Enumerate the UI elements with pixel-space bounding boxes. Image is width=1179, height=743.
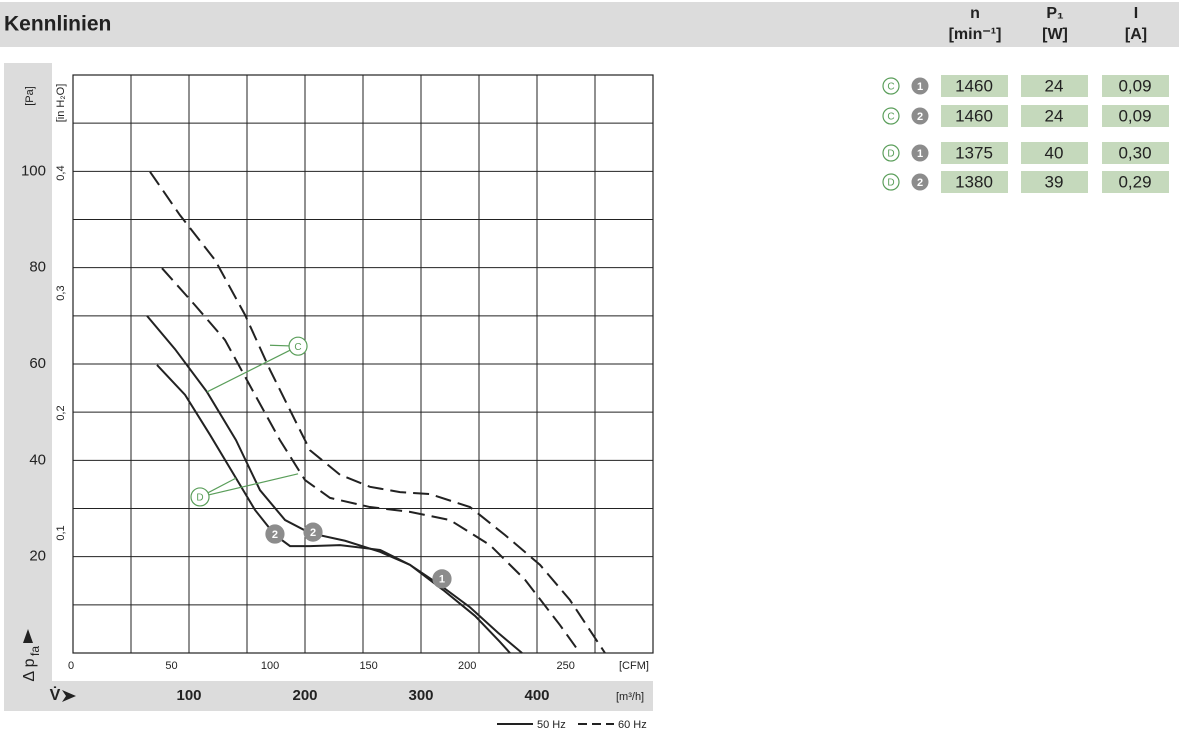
column-unit: [A] [1125,26,1147,43]
legend-label: 50 Hz [537,719,566,731]
legend-label: 60 Hz [618,719,647,731]
leader-line [206,345,299,393]
cell-value: 1460 [955,76,993,95]
y-tick-label: 20 [29,548,46,565]
value-cell [1021,142,1088,164]
column-symbol: I [1134,5,1138,22]
annotation-badge [432,569,452,589]
y2-tick-label: 0,3 [55,285,67,300]
page-title: Kennlinien [4,13,111,36]
number-badge [911,77,929,95]
value-cell [941,105,1008,127]
value-cell [1102,105,1169,127]
curve-number: 2 [917,111,923,123]
annotation-text: C [294,342,301,353]
curve [146,315,523,654]
column-unit: [min⁻¹] [949,26,1002,43]
cell-value: 0,29 [1118,172,1151,191]
x-tick-label: 300 [408,687,433,704]
x-axis-band [4,681,653,711]
cell-value: 0,30 [1118,143,1151,162]
x2-tick-label: 50 [165,660,177,672]
cell-value: 0,09 [1118,76,1151,95]
annotation-text: 2 [310,527,316,539]
curve [156,364,511,654]
value-cell [941,75,1008,97]
x2-unit: [CFM] [619,660,649,672]
y-unit: [Pa] [24,86,36,106]
x2-tick-label: 0 [68,660,74,672]
y-axis-band [4,63,52,711]
annotation-badge [265,524,285,544]
y-tick-label: 100 [21,162,46,179]
y2-tick-label: 0,4 [55,165,67,180]
curve [149,171,606,654]
value-cell [1021,105,1088,127]
value-cell [1102,142,1169,164]
value-cell [1102,75,1169,97]
annotation-text: 2 [272,529,278,541]
cell-value: 24 [1045,76,1064,95]
x2-tick-label: 150 [359,660,377,672]
value-cell [941,142,1008,164]
x-tick-label: 100 [176,687,201,704]
cell-value: 0,09 [1118,106,1151,125]
x-axis-label: V̇ [50,686,61,704]
y2-unit: [in H₂O] [55,84,67,123]
number-badge [911,173,929,191]
y-axis-label: Δ p [21,658,38,681]
plot-background [52,63,653,681]
y-tick-label: 60 [29,355,46,372]
value-cell [941,171,1008,193]
column-symbol: P₁ [1046,5,1064,22]
cell-value: 24 [1045,106,1064,125]
curve-letter: D [887,149,894,160]
number-badge [911,144,929,162]
cell-value: 39 [1045,172,1064,191]
curve [161,267,581,654]
cell-value: 40 [1045,143,1064,162]
annotation-text: 1 [439,574,445,586]
curve-letter: C [887,112,894,123]
curve-badge [882,173,900,191]
leader-line [199,473,299,498]
header-bar [0,2,1179,47]
y-axis-label-sub: fa [28,646,42,656]
cell-value: 1460 [955,106,993,125]
y2-tick-label: 0,1 [55,525,67,540]
cell-value: 1375 [955,143,993,162]
curve-letter: D [887,178,894,189]
x2-tick-label: 250 [557,660,575,672]
plot-frame [72,74,654,654]
y-tick-label: 40 [29,451,46,468]
curve-badge [882,144,900,162]
y-tick-label: 80 [29,259,46,276]
curve-number: 1 [917,148,923,160]
x-arrow [62,690,76,702]
x-unit: [m³/h] [616,691,644,703]
x2-tick-label: 200 [458,660,476,672]
x-tick-label: 400 [524,687,549,704]
x2-tick-label: 100 [261,660,279,672]
column-symbol: n [970,5,980,22]
curve-letter: C [887,82,894,93]
curve-number: 1 [917,81,923,93]
annotation-text: D [196,493,203,504]
cell-value: 1380 [955,172,993,191]
curve-badge [882,77,900,95]
y-arrow [23,629,33,643]
y2-tick-label: 0,2 [55,405,67,420]
curve-badge [882,107,900,125]
x-tick-label: 200 [292,687,317,704]
value-cell [1021,75,1088,97]
annotation-badge [190,487,210,507]
value-cell [1102,171,1169,193]
curve-number: 2 [917,177,923,189]
annotation-badge [288,336,308,356]
annotation-badge [303,522,323,542]
number-badge [911,107,929,125]
column-unit: [W] [1042,26,1068,43]
value-cell [1021,171,1088,193]
